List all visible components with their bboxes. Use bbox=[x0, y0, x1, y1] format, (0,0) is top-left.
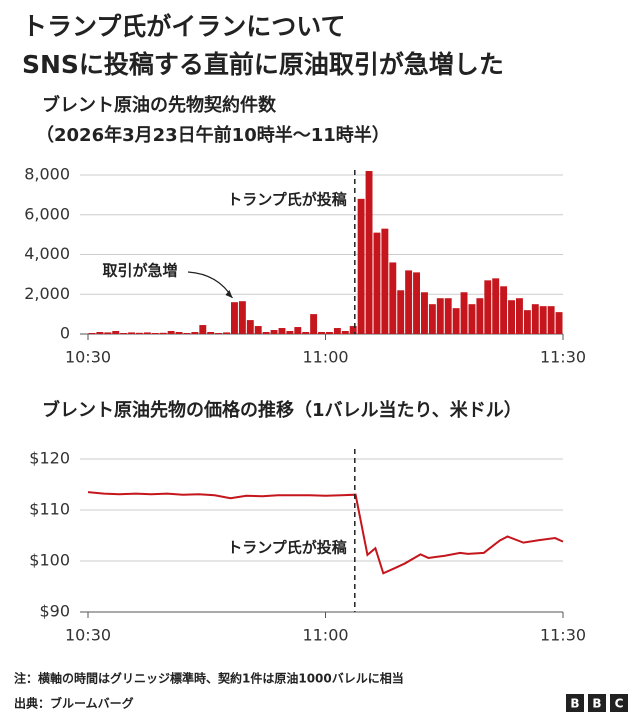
bar bbox=[373, 232, 381, 334]
bar bbox=[468, 304, 476, 334]
title-line: トランプ氏がイランについて bbox=[22, 12, 346, 41]
bar bbox=[278, 328, 286, 334]
bar bbox=[428, 304, 436, 334]
bar bbox=[357, 198, 365, 334]
bar bbox=[88, 333, 96, 334]
bar bbox=[436, 298, 444, 334]
annotation: トランプ氏が投稿 bbox=[227, 539, 347, 557]
bbc-logo: B B C bbox=[566, 694, 628, 712]
bar bbox=[246, 320, 254, 334]
annotation: 取引が急増 bbox=[102, 262, 177, 280]
bar bbox=[523, 310, 531, 334]
bar bbox=[223, 332, 230, 334]
bar bbox=[397, 290, 405, 334]
bar bbox=[318, 332, 325, 334]
x-tick-label: 10:30 bbox=[65, 348, 111, 367]
bar bbox=[96, 332, 104, 334]
y-tick-label: 0 bbox=[60, 324, 70, 343]
y-tick-label: $110 bbox=[29, 500, 70, 519]
x-tick-label: 11:30 bbox=[540, 348, 586, 367]
arrow-head bbox=[225, 290, 233, 298]
x-tick-label: 10:30 bbox=[65, 626, 111, 645]
bar bbox=[104, 332, 112, 334]
chart-title: ブレント原油の先物契約件数 bbox=[42, 94, 277, 116]
bar bbox=[143, 332, 151, 334]
bar bbox=[207, 332, 215, 334]
bar bbox=[508, 300, 515, 334]
bar bbox=[341, 331, 349, 334]
bar bbox=[175, 332, 183, 334]
svg-text:B: B bbox=[592, 697, 601, 711]
bar bbox=[215, 333, 223, 334]
footnote: 注：横軸の時間はグリニッジ標準時、契約1件は原油1000バレルに相当 bbox=[14, 671, 404, 686]
bar bbox=[413, 272, 420, 334]
bar bbox=[254, 326, 262, 334]
bar bbox=[484, 280, 492, 334]
bar bbox=[476, 298, 484, 334]
bar bbox=[294, 327, 302, 334]
bar bbox=[389, 262, 397, 334]
bar bbox=[191, 332, 199, 334]
bar bbox=[452, 308, 460, 334]
bar bbox=[302, 332, 310, 334]
bar bbox=[120, 333, 128, 334]
bar bbox=[531, 304, 539, 334]
bar bbox=[516, 298, 523, 334]
bar bbox=[159, 332, 167, 334]
bar bbox=[492, 278, 500, 334]
y-tick-label: $120 bbox=[29, 449, 70, 468]
x-tick-label: 11:00 bbox=[302, 626, 348, 645]
bar bbox=[460, 292, 468, 334]
bar bbox=[151, 333, 159, 334]
bar bbox=[444, 298, 452, 334]
x-tick-label: 11:00 bbox=[302, 348, 348, 367]
bar bbox=[199, 325, 207, 334]
bar bbox=[421, 292, 428, 334]
svg-text:B: B bbox=[570, 697, 579, 711]
bar bbox=[112, 331, 120, 334]
bar bbox=[128, 332, 135, 334]
bar bbox=[547, 306, 555, 334]
y-tick-label: $100 bbox=[29, 551, 70, 570]
bar bbox=[167, 331, 175, 334]
price-line bbox=[87, 491, 564, 575]
bar bbox=[231, 302, 238, 334]
bar bbox=[349, 326, 357, 334]
bar bbox=[183, 333, 191, 334]
chart-title: ブレント原油先物の価格の推移（1バレル当たり、米ドル） bbox=[42, 399, 522, 421]
chart-subtitle: （2026年3月23日午前10時半～11時半） bbox=[36, 124, 390, 146]
y-tick-label: 4,000 bbox=[24, 244, 70, 263]
y-tick-label: $90 bbox=[39, 602, 70, 621]
annotation: トランプ氏が投稿 bbox=[227, 191, 347, 209]
bar bbox=[365, 171, 373, 334]
bar bbox=[539, 306, 547, 334]
bar bbox=[333, 328, 341, 334]
bar bbox=[500, 286, 508, 334]
y-tick-label: 6,000 bbox=[24, 204, 70, 223]
bar bbox=[381, 228, 389, 334]
title-line: SNSに投稿する直前に原油取引が急増した bbox=[22, 50, 504, 79]
x-tick-label: 11:30 bbox=[540, 626, 586, 645]
bar bbox=[310, 314, 318, 334]
bar bbox=[555, 312, 563, 334]
svg-text:C: C bbox=[615, 697, 624, 711]
bar bbox=[405, 270, 413, 334]
y-tick-label: 8,000 bbox=[24, 165, 70, 184]
bar bbox=[238, 301, 246, 334]
bar bbox=[286, 331, 294, 334]
bar bbox=[262, 332, 270, 334]
y-tick-label: 2,000 bbox=[24, 284, 70, 303]
bar bbox=[136, 332, 143, 334]
bar bbox=[270, 330, 278, 334]
bar bbox=[326, 332, 333, 334]
source: 出典：ブルームバーグ bbox=[14, 696, 134, 711]
